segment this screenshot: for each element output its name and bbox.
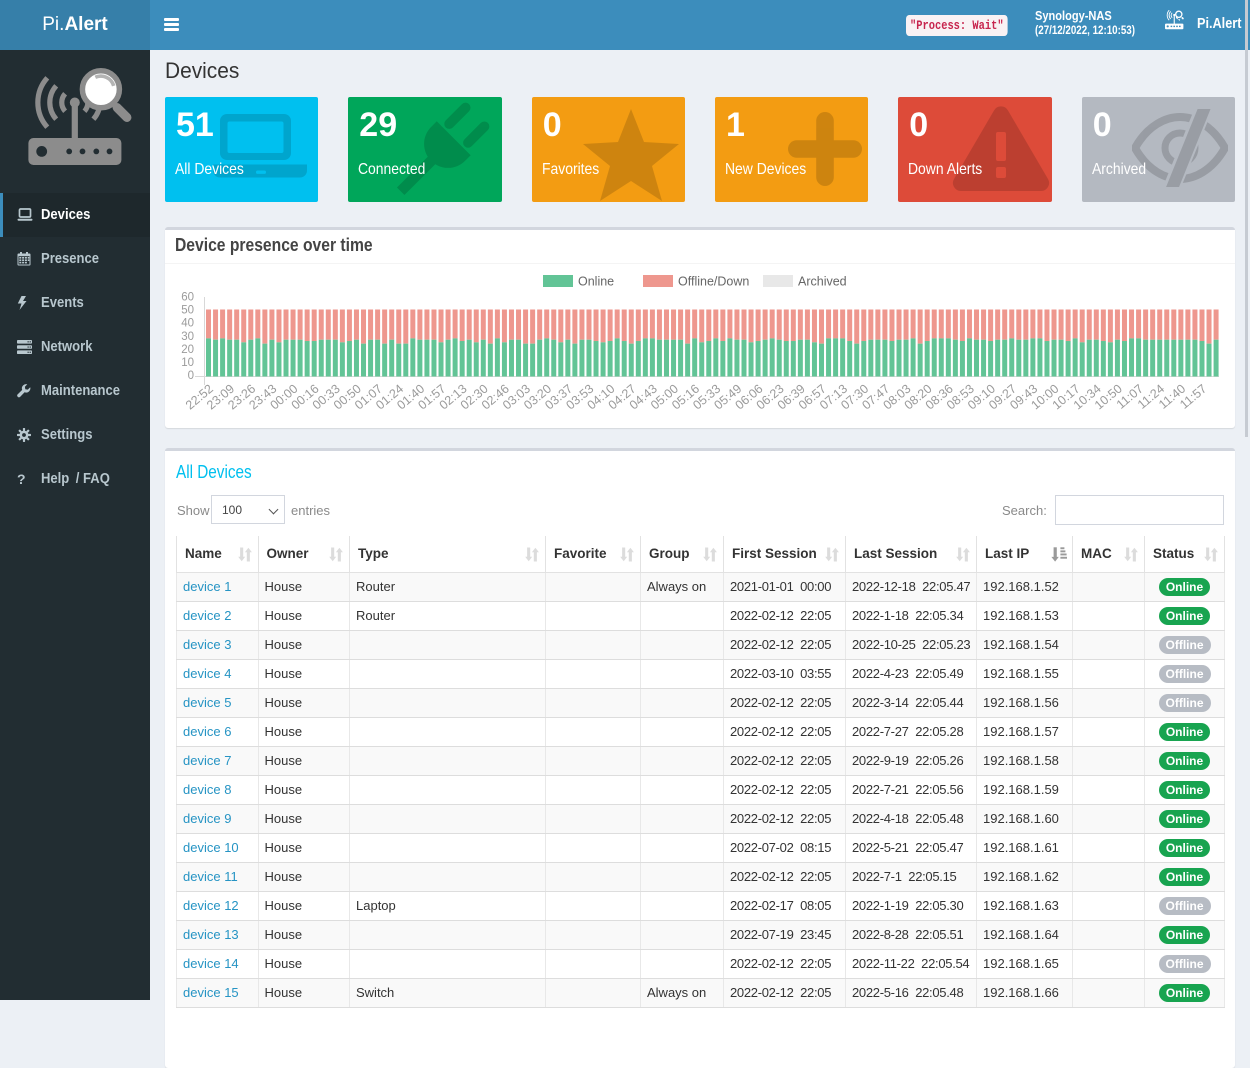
svg-text:20: 20 [181, 344, 194, 356]
svg-text:40: 40 [181, 318, 194, 330]
svg-text:Offline/Down: Offline/Down [678, 275, 749, 289]
svg-text:60: 60 [181, 292, 194, 304]
svg-text:10: 10 [181, 357, 194, 369]
svg-text:Archived: Archived [798, 275, 847, 289]
svg-text:Online: Online [578, 275, 614, 289]
svg-text:30: 30 [181, 331, 194, 343]
svg-text:50: 50 [181, 305, 194, 317]
svg-text:0: 0 [188, 370, 194, 382]
